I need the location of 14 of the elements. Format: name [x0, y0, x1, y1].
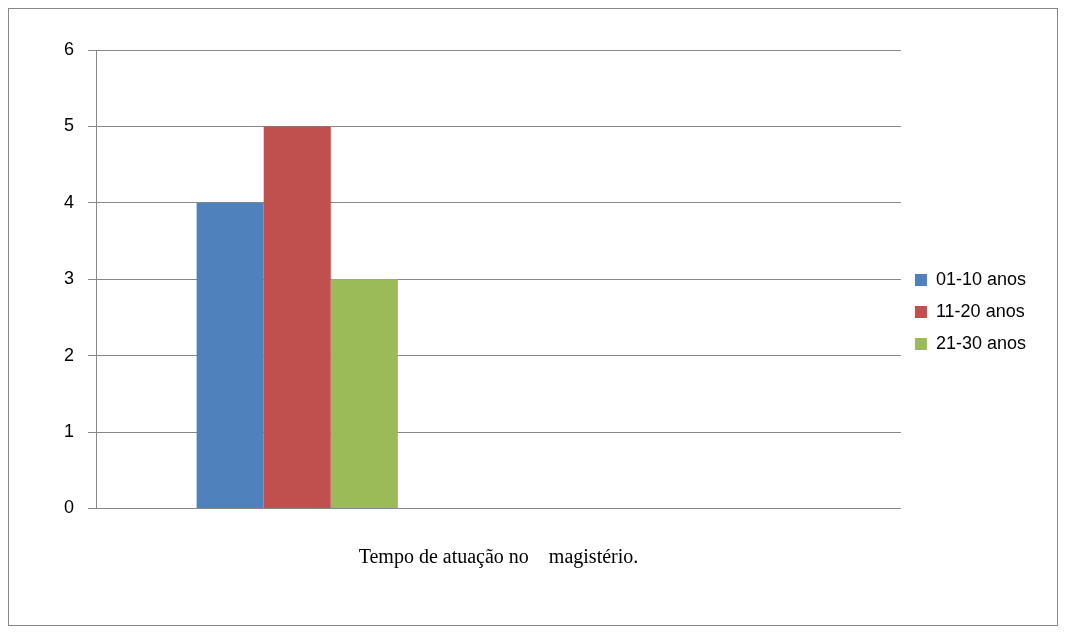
y-tick-label: 3: [64, 268, 75, 289]
x-axis-title: Tempo de atuação no magistério.: [358, 545, 639, 569]
y-tick-label: 4: [64, 191, 75, 212]
legend-label: 01-10 anos: [935, 268, 1027, 289]
y-tick-label: 1: [64, 420, 75, 441]
bar: [263, 126, 331, 508]
bar: [330, 279, 398, 508]
bar: [196, 202, 264, 508]
y-tick-label: 2: [64, 344, 75, 365]
y-tick-label: 5: [64, 115, 75, 136]
legend-label: 21-30 anos: [935, 332, 1027, 353]
legend-label: 11-20 anos: [935, 300, 1025, 321]
y-tick-label: 0: [64, 497, 75, 518]
y-tick-label: 6: [64, 38, 75, 59]
